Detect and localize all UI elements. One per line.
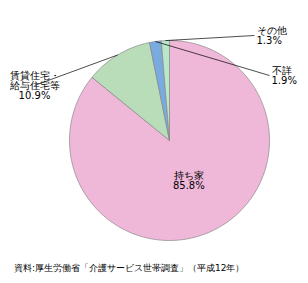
svg-text:持ち家85.8%: 持ち家85.8% [173,170,205,191]
svg-text:不詳1.9%: 不詳1.9% [272,65,297,86]
svg-text:その他1.3%: その他1.3% [257,25,287,46]
svg-text:賃貸住宅・給与住宅等10.9%: 賃貸住宅・給与住宅等10.9% [9,70,60,101]
html-text:資料:厚生労働省「介護サービス世帯調査」（平成12年）: 資料:厚生労働省「介護サービス世帯調査」（平成12年） [14,263,245,273]
